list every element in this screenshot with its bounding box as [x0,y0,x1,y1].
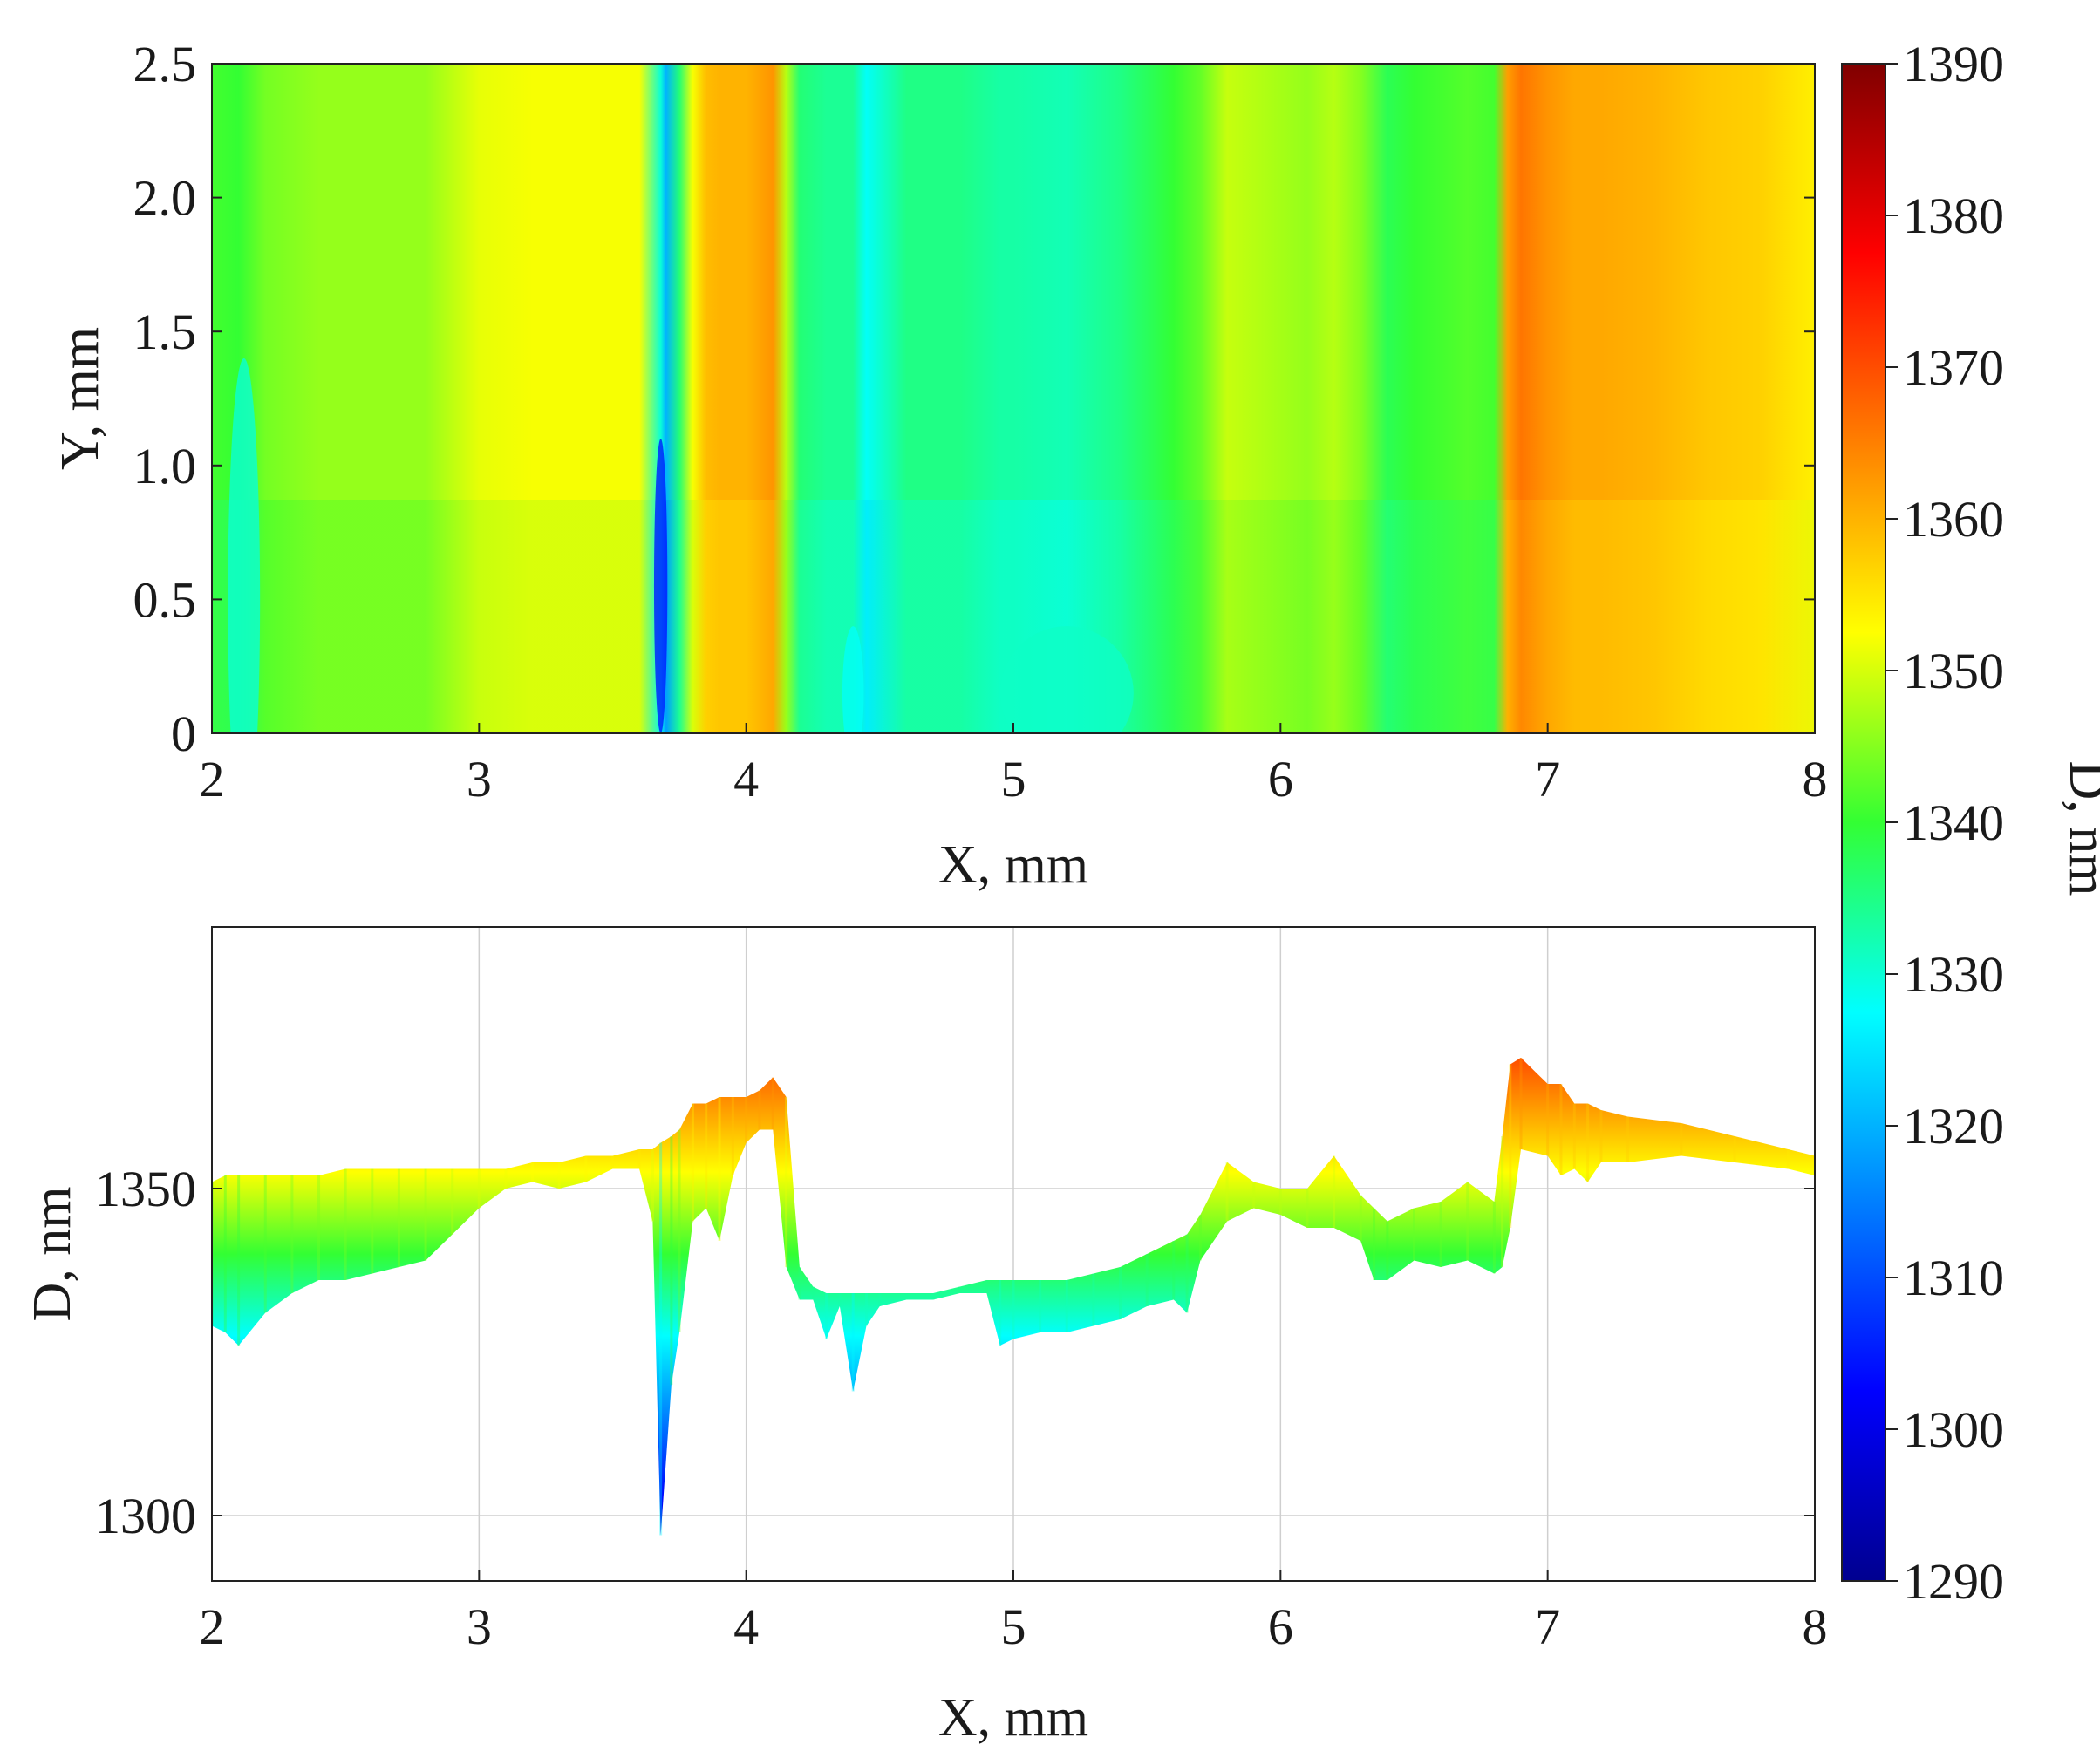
heatmap-x-tick-label: 6 [1268,751,1293,807]
heatmap-y-tick-label: 0.5 [133,571,197,628]
heatmap-y-axis-label: Y, mm [51,327,110,470]
colorbar-tick-label: 1380 [1903,187,2004,244]
colorbar-tick-label: 1320 [1903,1098,2004,1155]
profile-y-ticks: 1300 1350 [95,1161,1815,1544]
profile-x-tick-label: 6 [1268,1598,1293,1655]
profile-x-tick-label: 8 [1803,1598,1828,1655]
heatmap-y-tick-label: 1.0 [133,438,197,494]
heatmap-x-tick-label: 3 [467,751,492,807]
profile-panel: 2 3 4 5 6 7 8 1300 1350 X, mm D, nm [23,926,1828,1748]
heatmap-x-tick-label: 4 [733,751,759,807]
heatmap-y-tick-label: 2.0 [133,170,197,227]
heatmap-y-tick-label: 1.5 [133,303,197,360]
profile-x-tick-label: 4 [733,1598,759,1655]
heatmap-y-tick-label: 2.5 [133,36,197,92]
heatmap-anomalies [228,358,1134,733]
profile-points [212,1058,1815,1536]
colorbar-tick-label: 1300 [1903,1401,2004,1458]
heatmap-x-tick-label: 5 [1001,751,1026,807]
heatmap-panel: 2 3 4 5 6 7 8 0 0.5 1.0 1.5 2.0 2.5 X, mm Y, mm [51,36,1828,895]
profile-band [212,1058,1815,1536]
profile-x-ticks: 2 3 4 5 6 7 8 [200,1570,1828,1655]
heatmap-y-tick-label: 0 [171,705,196,762]
profile-x-axis-label: X, mm [938,1688,1088,1748]
heatmap-x-tick-label: 7 [1535,751,1560,807]
profile-y-axis-label: D, nm [23,1187,82,1322]
colorbar: 1290 1300 1310 1320 1330 1340 1350 1360 1370 1380… [1841,36,2100,1610]
colorbar-tick-label: 1340 [1903,794,2004,851]
heatmap-x-tick-label: 2 [200,751,225,807]
colorbar-tick-label: 1390 [1903,36,2004,92]
profile-y-tick-label: 1350 [95,1161,196,1217]
heatmap-x-tick-label: 8 [1803,751,1828,807]
heatmap-blue-defect [653,439,668,733]
heatmap-cyan-spot [842,626,864,733]
profile-x-tick-label: 5 [1001,1598,1026,1655]
colorbar-tick-label: 1350 [1903,643,2004,699]
colorbar-tick-label: 1310 [1903,1250,2004,1306]
colorbar-tick-label: 1370 [1903,339,2004,396]
heatmap-cyan-edge [228,358,261,733]
heatmap-y-ticks: 0 0.5 1.0 1.5 2.0 2.5 [133,36,1815,762]
heatmap-x-ticks: 2 3 4 5 6 7 8 [200,723,1828,807]
heatmap-x-axis-label: X, mm [938,835,1088,895]
profile-x-tick-label: 3 [467,1598,492,1655]
colorbar-ticks: 1290 1300 1310 1320 1330 1340 1350 1360 1370 1380… [1885,36,2004,1610]
profile-x-tick-label: 7 [1535,1598,1560,1655]
profile-x-tick-label: 2 [200,1598,225,1655]
heatmap-cyan-region [999,626,1134,733]
colorbar-gradient [1841,63,1886,1582]
colorbar-tick-label: 1330 [1903,946,2004,1003]
profile-y-tick-label: 1300 [95,1488,196,1544]
colorbar-label: D, nm [2058,761,2100,896]
colorbar-tick-label: 1290 [1903,1553,2004,1610]
colorbar-tick-label: 1360 [1903,491,2004,548]
